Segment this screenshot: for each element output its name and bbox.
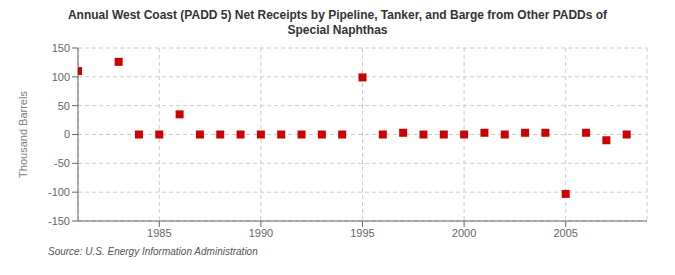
html-text:Source: U.S. Energy Informatio: Source: U.S. Energy Information Administ… [48,246,258,257]
svg-text:0: 0 [64,128,70,140]
svg-text:50: 50 [58,100,70,112]
svg-text:-150: -150 [48,215,70,227]
svg-text:150: 150 [52,42,70,54]
svg-text:2000: 2000 [452,227,476,239]
svg-text:1995: 1995 [350,227,374,239]
svg-text:-50: -50 [54,157,70,169]
html-text:Annual West Coast (PADD 5) Net: Annual West Coast (PADD 5) Net Receipts … [67,8,608,37]
svg-text:-100: -100 [48,186,70,198]
svg-text:Thousand Barrels: Thousand Barrels [17,91,29,178]
svg-text:100: 100 [52,71,70,83]
svg-text:1990: 1990 [249,227,273,239]
svg-text:2005: 2005 [553,227,577,239]
svg-text:1985: 1985 [147,227,171,239]
